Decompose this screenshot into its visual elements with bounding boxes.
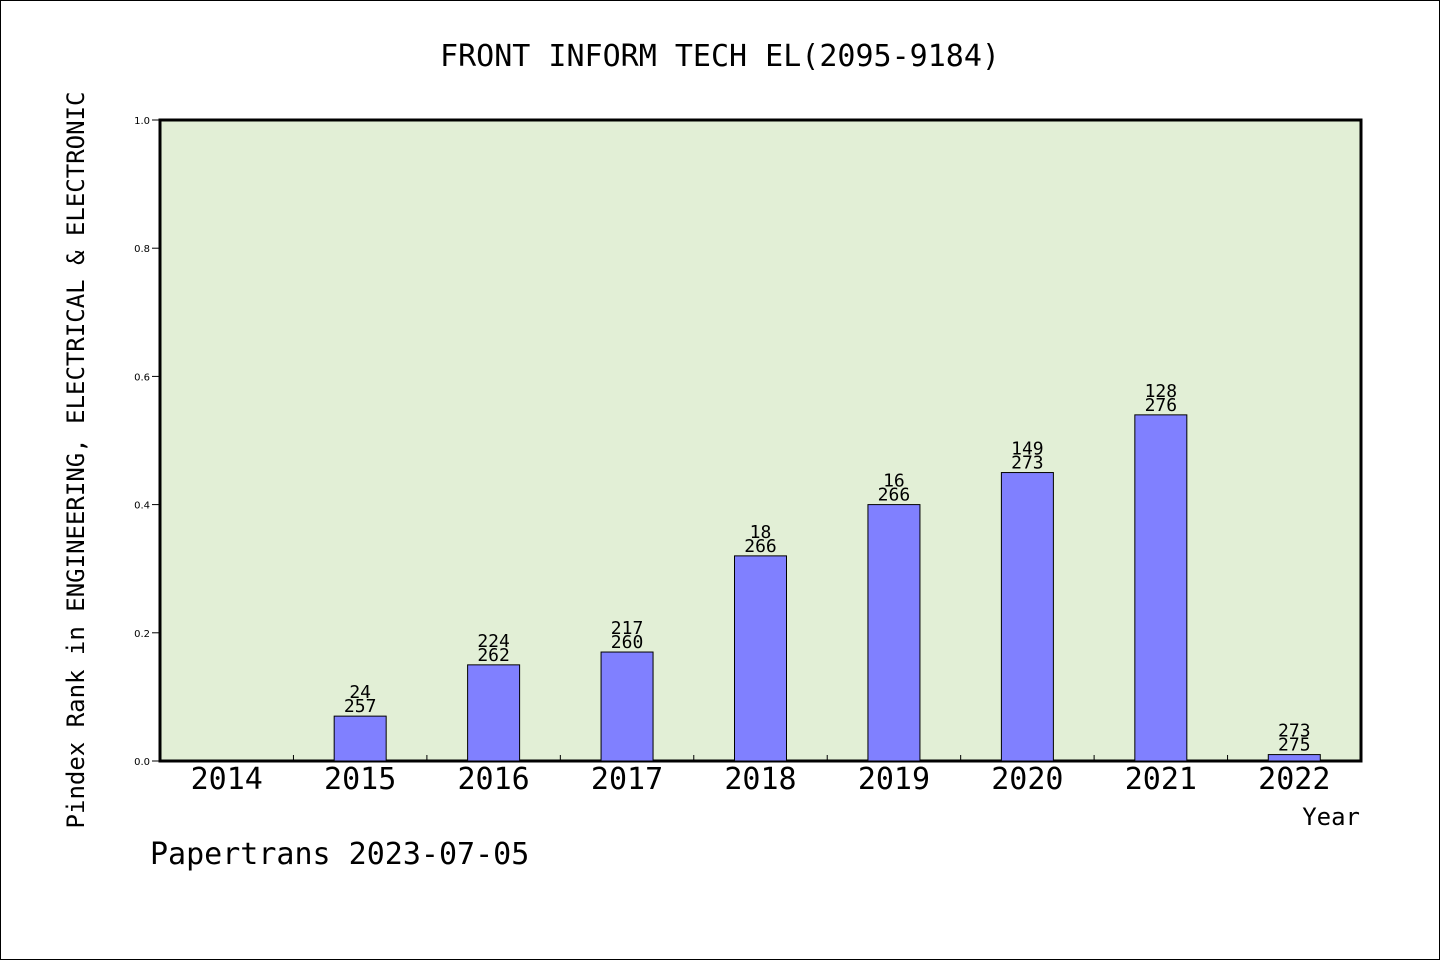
bar-label-bottom-2018: 266 [744,536,777,557]
x-tick-label-2015: 2015 [324,762,396,797]
y-tick-label: 1.0 [134,116,150,127]
chart-title: FRONT INFORM TECH EL(2095-9184) [440,39,1000,74]
footer-credit: Papertrans 2023-07-05 [150,837,529,872]
bar-2017 [600,651,654,762]
bar-label-bottom-2022: 275 [1278,735,1311,756]
y-tick-label: 0.6 [134,372,150,383]
bar-2020 [1000,472,1054,762]
x-tick-label-2019: 2019 [858,762,930,797]
x-tick-label-2021: 2021 [1125,762,1197,797]
y-axis-label: Pindex Rank in ENGINEERING, ELECTRICAL &… [62,92,90,829]
bar-2015 [333,715,387,762]
bar-label-top-2017: 217 [611,618,644,639]
bar-label-bottom-2015: 257 [344,696,377,717]
bar-label-top-2021: 128 [1145,381,1178,402]
x-tick-label-2022: 2022 [1258,762,1330,797]
bar-2018 [734,555,787,762]
x-tick-label-2016: 2016 [457,762,529,797]
bar-2022 [1267,754,1321,762]
bar-label-top-2015: 24 [349,682,371,703]
bar-2021 [1134,414,1188,762]
x-tick-label-2020: 2020 [991,762,1063,797]
y-tick-label: 0.2 [134,629,150,640]
x-tick-label-2017: 2017 [591,762,663,797]
bar-label-bottom-2019: 266 [878,485,911,506]
y-tick-label: 0.0 [134,757,150,768]
bar-label-top-2020: 149 [1011,439,1044,460]
bar-label-bottom-2016: 262 [477,645,510,666]
bar-2016 [467,664,521,762]
x-axis-label: Year [1302,803,1360,831]
bar-label-bottom-2017: 260 [611,632,644,653]
bar-2019 [867,504,921,762]
bar-label-top-2019: 16 [883,471,905,492]
bar-label-top-2016: 224 [477,631,510,652]
x-tick-label-2014: 2014 [191,762,263,797]
y-tick-label: 0.4 [134,501,150,512]
y-tick-label: 0.8 [134,244,150,255]
bar-label-bottom-2021: 276 [1145,395,1178,416]
x-tick-label-2018: 2018 [724,762,796,797]
bar-label-top-2022: 273 [1278,721,1311,742]
bar-label-top-2018: 18 [750,522,772,543]
bar-label-bottom-2020: 273 [1011,453,1044,474]
